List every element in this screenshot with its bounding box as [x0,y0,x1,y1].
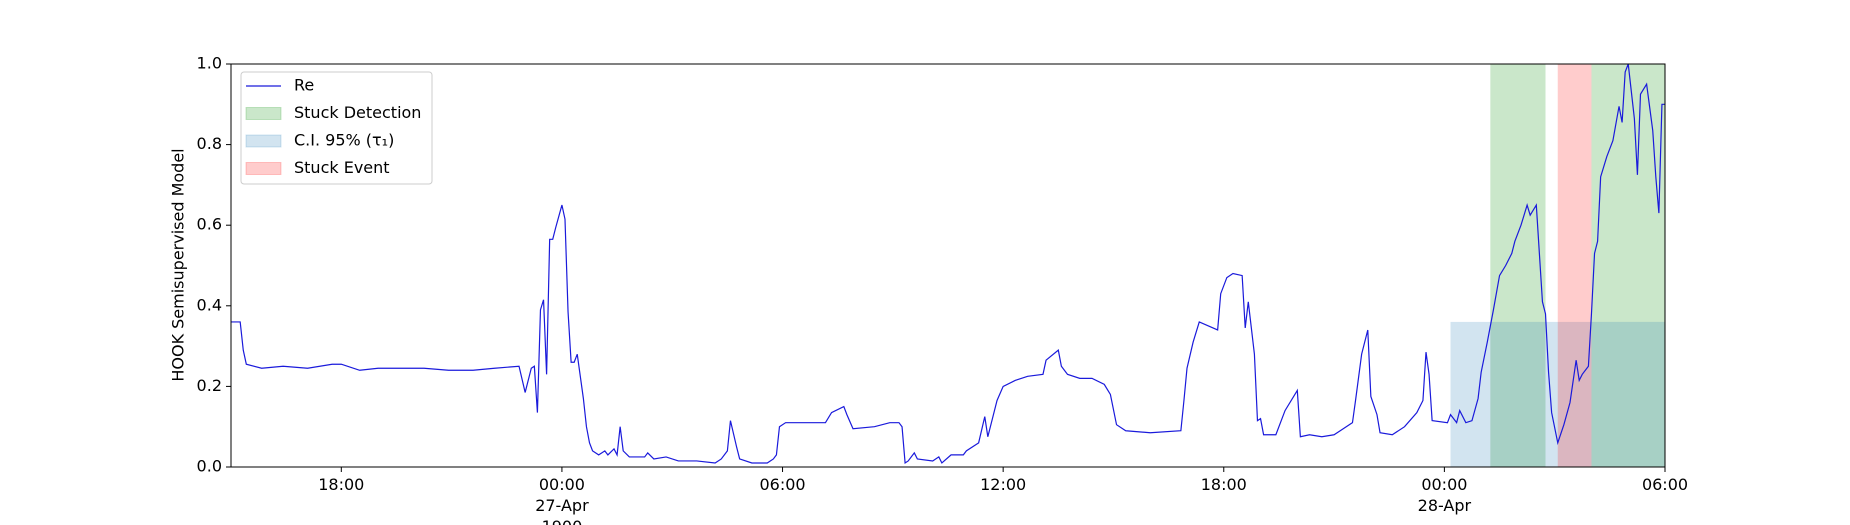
legend-label: Stuck Detection [294,103,421,122]
y-tick-label: 0.6 [197,215,222,234]
x-tick-label: 12:00 [980,475,1027,494]
axes-frame [230,63,1666,468]
y-axis-label: HOOK Semisupervised Model [169,148,188,381]
legend-label: C.I. 95% (τ₁) [294,131,394,150]
y-tick-label: 1.0 [197,54,222,73]
y-tick-label: 0.8 [197,134,222,153]
x-tick-label: 06:00 [759,475,806,494]
y-tick-label: 0.0 [197,457,222,476]
legend-patch [245,134,282,148]
span-region [1450,321,1665,467]
data-line [231,63,1665,465]
x-tick-label: 18:00 [1200,475,1247,494]
legend: Re Stuck Detection C.I. 95% (τ₁) Stuck Even… [240,71,433,185]
x-tick-label: 00:00 27-Apr 1900 [535,475,589,525]
x-tick-label: 00:00 28-Apr [1417,475,1472,515]
legend-patch [245,162,282,175]
span-region [1557,64,1592,467]
y-tick-label: 0.2 [197,376,222,395]
x-tick-label: 18:00 [318,475,365,494]
y-tick-label: 0.4 [197,295,222,314]
x-tick-label: 06:00 [1641,475,1689,494]
span-region [1490,64,1546,467]
legend-patch [245,107,282,120]
legend-box [240,71,433,185]
legend-label: Re [294,76,314,95]
legend-label: Stuck Event [294,158,390,177]
